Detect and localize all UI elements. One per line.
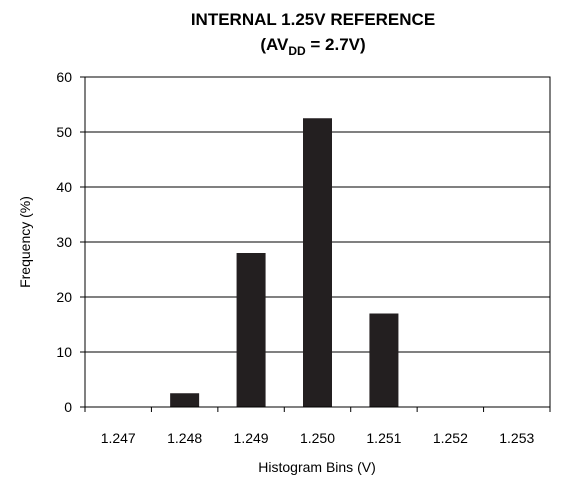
y-tick-label-20: 20: [56, 289, 72, 305]
bar-1.249: [236, 253, 266, 407]
x-tick-label-1.250: 1.250: [300, 430, 335, 446]
y-tick-label-0: 0: [64, 399, 72, 415]
y-tick-label-60: 60: [56, 69, 72, 85]
y-tick-label-30: 30: [56, 234, 72, 250]
subtitle-suffix: = 2.7V): [306, 35, 366, 54]
x-tick-label-1.249: 1.249: [234, 430, 269, 446]
bar-1.250: [303, 118, 332, 407]
bars: [170, 118, 399, 407]
axis-ticks: 0 10 20 30 40 50 60 1.247 1.248 1.249 1.250 1.251 1.…: [56, 69, 551, 446]
x-tick-label-1.251: 1.251: [366, 430, 401, 446]
y-tick-label-40: 40: [56, 179, 72, 195]
x-tick-label-1.252: 1.252: [433, 430, 468, 446]
x-tick-label-1.247: 1.247: [101, 430, 136, 446]
bar-1.251: [369, 313, 399, 407]
x-tick-label-1.253: 1.253: [499, 430, 534, 446]
y-tick-label-10: 10: [56, 344, 72, 360]
subtitle-prefix: (AV: [260, 35, 289, 54]
chart-title: INTERNAL 1.25V REFERENCE: [191, 10, 435, 29]
y-tick-label-50: 50: [56, 124, 72, 140]
y-axis-label: Frequency (%): [17, 196, 33, 288]
bar-1.248: [170, 393, 200, 407]
subtitle-subscript: DD: [288, 44, 306, 58]
x-tick-label-1.248: 1.248: [167, 430, 202, 446]
chart-subtitle: (AVDD = 2.7V): [260, 35, 365, 58]
x-axis-label: Histogram Bins (V): [258, 459, 375, 475]
